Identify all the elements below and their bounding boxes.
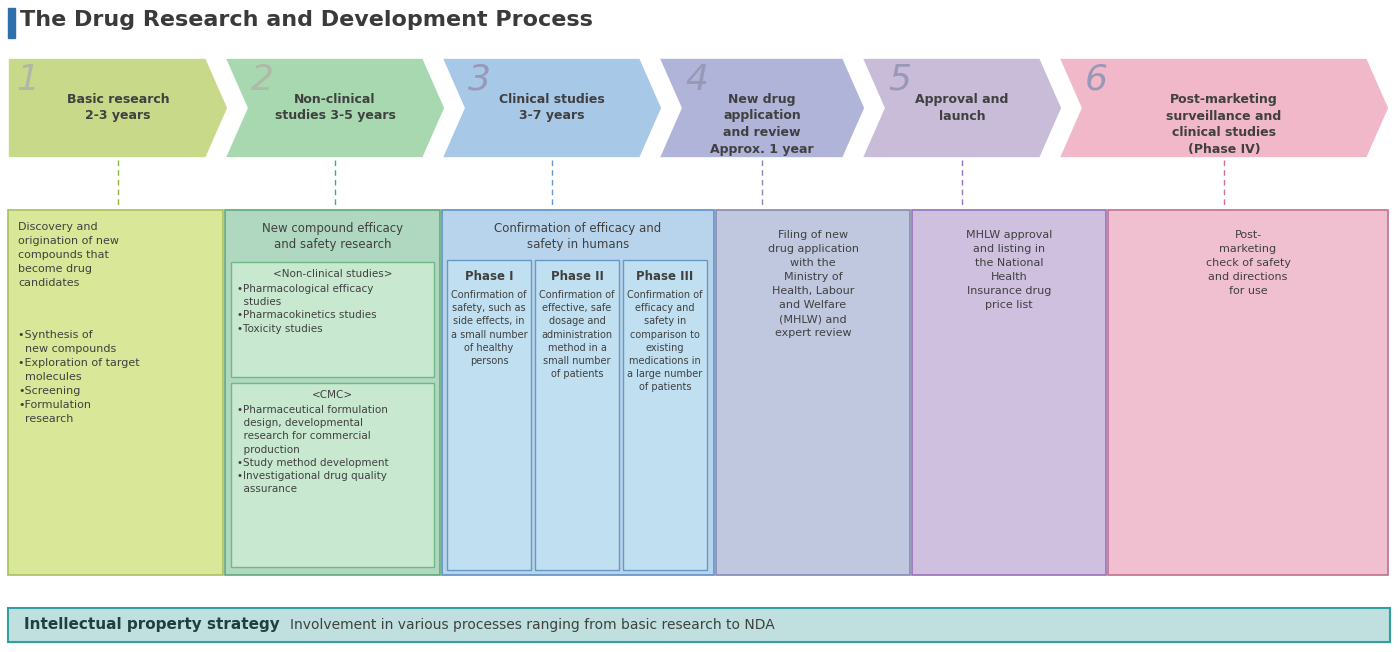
FancyBboxPatch shape bbox=[8, 608, 1390, 642]
Text: Confirmation of
safety, such as
side effects, in
a small number
of healthy
perso: Confirmation of safety, such as side eff… bbox=[450, 290, 527, 366]
Text: Phase III: Phase III bbox=[636, 270, 693, 283]
Text: 4: 4 bbox=[685, 63, 707, 97]
Text: Discovery and
origination of new
compounds that
become drug
candidates: Discovery and origination of new compoun… bbox=[18, 222, 119, 288]
Text: Involvement in various processes ranging from basic research to NDA: Involvement in various processes ranging… bbox=[289, 618, 774, 632]
FancyBboxPatch shape bbox=[231, 383, 433, 567]
Polygon shape bbox=[1060, 58, 1390, 158]
Text: Intellectual property strategy: Intellectual property strategy bbox=[24, 617, 280, 632]
Text: New drug
application
and review
Approx. 1 year: New drug application and review Approx. … bbox=[710, 93, 814, 155]
Polygon shape bbox=[658, 58, 865, 158]
FancyBboxPatch shape bbox=[911, 210, 1106, 575]
Text: MHLW approval
and listing in
the National
Health
Insurance drug
price list: MHLW approval and listing in the Nationa… bbox=[966, 230, 1053, 310]
Bar bbox=[8, 8, 15, 38]
FancyBboxPatch shape bbox=[225, 210, 440, 575]
Text: Confirmation of
effective, safe
dosage and
administration
method in a
small numb: Confirmation of effective, safe dosage a… bbox=[540, 290, 615, 379]
Text: <CMC>: <CMC> bbox=[312, 390, 354, 400]
Text: Approval and
launch: Approval and launch bbox=[916, 93, 1009, 123]
Text: Non-clinical
studies 3-5 years: Non-clinical studies 3-5 years bbox=[274, 93, 396, 123]
Text: The Drug Research and Development Process: The Drug Research and Development Proces… bbox=[20, 10, 593, 30]
Polygon shape bbox=[225, 58, 445, 158]
Text: Post-marketing
surveillance and
clinical studies
(Phase IV): Post-marketing surveillance and clinical… bbox=[1166, 93, 1282, 155]
Polygon shape bbox=[8, 58, 228, 158]
Text: •Pharmacological efficacy
  studies
•Pharmacokinetics studies
•Toxicity studies: •Pharmacological efficacy studies •Pharm… bbox=[238, 284, 376, 334]
Polygon shape bbox=[442, 58, 663, 158]
Text: Confirmation of
efficacy and
safety in
comparison to
existing
medications in
a l: Confirmation of efficacy and safety in c… bbox=[628, 290, 703, 393]
Text: <Non-clinical studies>: <Non-clinical studies> bbox=[273, 269, 393, 279]
FancyBboxPatch shape bbox=[8, 210, 224, 575]
Text: Clinical studies
3-7 years: Clinical studies 3-7 years bbox=[499, 93, 605, 123]
Text: Phase I: Phase I bbox=[464, 270, 513, 283]
Text: 6: 6 bbox=[1085, 63, 1109, 97]
FancyBboxPatch shape bbox=[231, 262, 433, 377]
Text: 3: 3 bbox=[468, 63, 491, 97]
Text: New compound efficacy
and safety research: New compound efficacy and safety researc… bbox=[261, 222, 403, 251]
FancyBboxPatch shape bbox=[1109, 210, 1388, 575]
FancyBboxPatch shape bbox=[447, 260, 531, 570]
Text: •Synthesis of
  new compounds
•Exploration of target
  molecules
•Screening
•For: •Synthesis of new compounds •Exploration… bbox=[18, 330, 140, 424]
Text: •Pharmaceutical formulation
  design, developmental
  research for commercial
  : •Pharmaceutical formulation design, deve… bbox=[238, 405, 389, 494]
Text: 5: 5 bbox=[888, 63, 911, 97]
FancyBboxPatch shape bbox=[535, 260, 619, 570]
Polygon shape bbox=[863, 58, 1062, 158]
FancyBboxPatch shape bbox=[624, 260, 707, 570]
FancyBboxPatch shape bbox=[716, 210, 910, 575]
Text: 2: 2 bbox=[252, 63, 274, 97]
Text: Confirmation of efficacy and
safety in humans: Confirmation of efficacy and safety in h… bbox=[495, 222, 661, 251]
Text: Filing of new
drug application
with the
Ministry of
Health, Labour
and Welfare
(: Filing of new drug application with the … bbox=[768, 230, 858, 338]
Text: Phase II: Phase II bbox=[551, 270, 604, 283]
Text: Basic research
2-3 years: Basic research 2-3 years bbox=[67, 93, 169, 123]
FancyBboxPatch shape bbox=[442, 210, 714, 575]
Text: 1: 1 bbox=[15, 63, 39, 97]
Text: Post-
marketing
check of safety
and directions
for use: Post- marketing check of safety and dire… bbox=[1205, 230, 1290, 296]
